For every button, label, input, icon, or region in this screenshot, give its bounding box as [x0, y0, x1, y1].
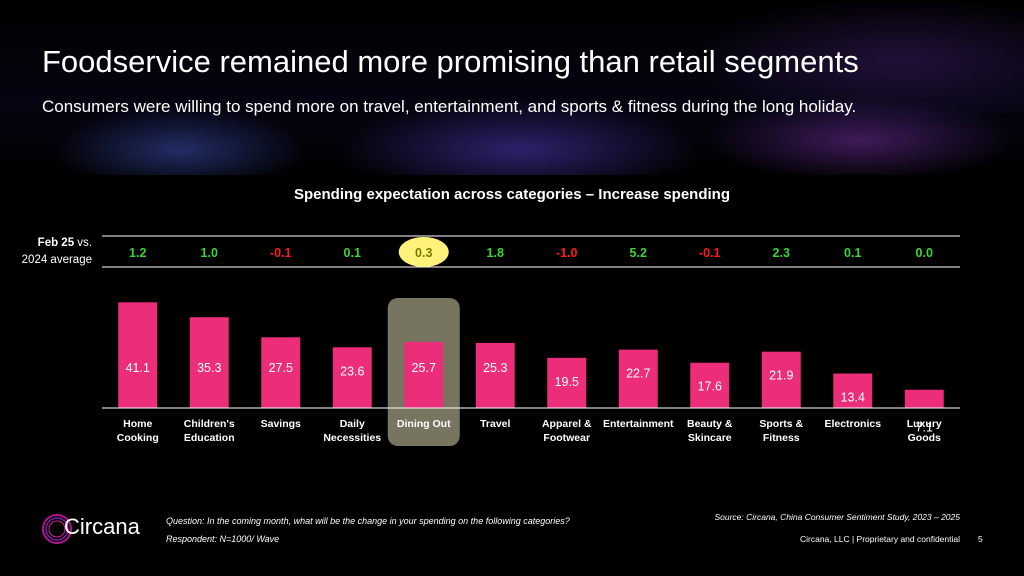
change-value: -1.0: [556, 246, 578, 260]
change-value: 1.8: [487, 246, 504, 260]
category-label: Necessities: [323, 432, 381, 444]
page-title: Foodservice remained more promising than…: [42, 44, 859, 79]
category-label: Dining Out: [397, 418, 451, 430]
bar-value-label: 17.6: [698, 380, 722, 394]
bar-value-label: 21.9: [769, 369, 793, 383]
change-value: 5.2: [630, 246, 647, 260]
bar: [904, 389, 944, 408]
bar: [332, 347, 372, 408]
bar-value-label: 25.7: [412, 361, 436, 375]
change-value: 0.0: [916, 246, 933, 260]
footer-company: Circana, LLC | Proprietary and confident…: [799, 534, 960, 544]
change-value: 0.1: [844, 246, 861, 260]
category-label: Skincare: [688, 432, 732, 444]
comparison-label-bold: Feb 25: [37, 237, 75, 249]
comparison-label-rest: vs.: [74, 237, 92, 249]
category-label: Luxury: [907, 418, 942, 430]
page-subtitle: Consumers were willing to spend more on …: [42, 97, 857, 116]
bar: [404, 341, 444, 408]
bar: [833, 373, 873, 408]
category-label: Travel: [480, 418, 510, 430]
bar-value-label: 22.7: [626, 367, 650, 381]
bar: [189, 317, 229, 408]
circana-logo-text: Circana: [64, 514, 140, 539]
bar: [547, 357, 587, 408]
header-banner: [0, 0, 1024, 175]
footnote-respondent: Respondent: N=1000/ Wave: [166, 534, 280, 544]
page-number: 5: [978, 534, 983, 544]
category-label: Footwear: [543, 432, 590, 444]
category-label: Savings: [261, 418, 301, 430]
circana-logo: [40, 512, 170, 544]
bar-value-label: 7.1: [916, 421, 933, 435]
change-value: -0.1: [270, 246, 292, 260]
bar-value-label: 13.4: [841, 391, 865, 405]
bar-value-label: 25.3: [483, 361, 507, 375]
category-label: Electronics: [824, 418, 881, 430]
change-value: 1.2: [129, 246, 146, 260]
bar: [261, 337, 301, 408]
circana-logo-icon: [42, 514, 72, 544]
bar: [618, 349, 658, 408]
highlight-circle: [398, 237, 449, 267]
category-label: Beauty &: [687, 418, 733, 430]
category-label: Education: [184, 432, 235, 444]
bar-value-label: 27.5: [269, 361, 293, 375]
change-value: 0.1: [344, 246, 361, 260]
bar: [475, 342, 515, 408]
category-label: Fitness: [763, 432, 800, 444]
bar: [118, 302, 158, 408]
bar-value-label: 41.1: [126, 361, 150, 375]
category-label: Entertainment: [603, 418, 674, 430]
bar: [761, 351, 801, 408]
footnote-source: Source: Circana, China Consumer Sentimen…: [714, 512, 960, 522]
footnote-question: Question: In the coming month, what will…: [166, 516, 570, 526]
category-label: Apparel &: [542, 418, 592, 430]
category-label: Children's: [184, 418, 235, 430]
comparison-row-label: Feb 25 vs. 2024 average: [12, 235, 92, 269]
bar: [690, 362, 730, 408]
category-label: Goods: [908, 432, 941, 444]
chart-title: Spending expectation across categories –…: [294, 186, 730, 203]
change-value: 2.3: [773, 246, 790, 260]
bar-value-label: 35.3: [197, 361, 221, 375]
change-value: -0.1: [699, 246, 721, 260]
bar-value-label: 23.6: [340, 364, 364, 378]
change-value: 1.0: [201, 246, 218, 260]
category-label: Sports &: [759, 418, 803, 430]
comparison-label-line2: 2024 average: [21, 254, 92, 266]
category-label: Cooking: [117, 432, 159, 444]
change-value: 0.3: [415, 246, 432, 260]
bar-value-label: 19.5: [555, 375, 579, 389]
category-label: Home: [123, 418, 152, 430]
category-label: Daily: [340, 418, 365, 430]
